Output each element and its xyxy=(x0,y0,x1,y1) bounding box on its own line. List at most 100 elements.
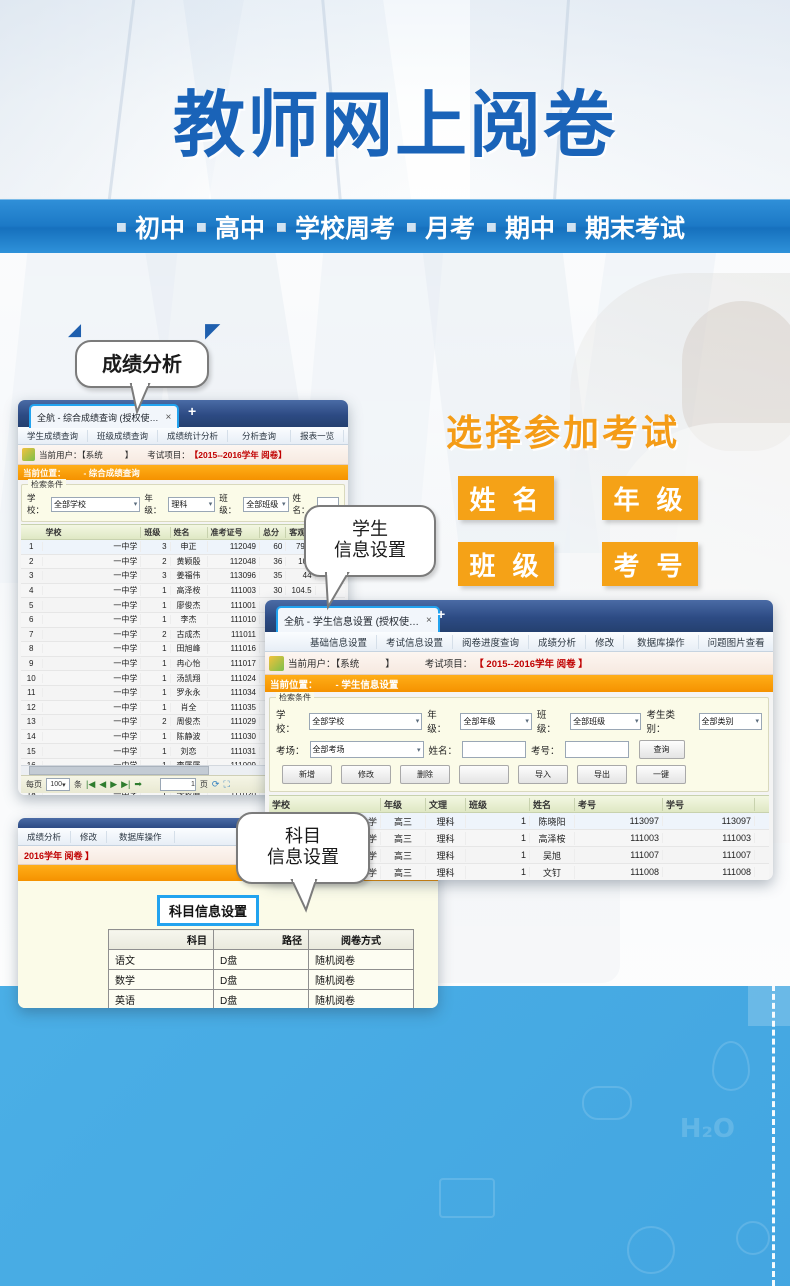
pager-perpage-select[interactable]: 100 ▾ xyxy=(46,778,70,791)
menu-item-modify[interactable]: 修改 xyxy=(586,634,625,649)
window1-menubar: 学生成绩查询 班级成绩查询 成绩统计分析 分析查询 报表一览 xyxy=(18,427,348,445)
window1-location-label: 当前位置： xyxy=(23,467,66,478)
table-cell: 1 xyxy=(466,867,530,877)
table-cell: 2 xyxy=(141,717,171,727)
close-icon[interactable]: × xyxy=(426,614,432,626)
nav-item-2[interactable]: 学校周考 xyxy=(265,209,395,245)
promo-chip-name[interactable]: 姓 名 xyxy=(458,476,554,520)
nav-item-4[interactable]: 期中 xyxy=(475,209,555,245)
new-tab-icon[interactable]: + xyxy=(437,606,446,622)
filter-select-examroom[interactable]: 全部考场 ▾ xyxy=(309,741,424,758)
filter-select-class[interactable]: 全部班级 ▾ xyxy=(570,712,642,730)
refresh-icon[interactable]: ⟳ xyxy=(211,779,220,789)
menu-item-class-score[interactable]: 班级成绩查询 xyxy=(88,429,159,442)
nav-item-label: 期中 xyxy=(505,214,556,243)
add-button[interactable]: 新增 xyxy=(282,765,332,784)
window2-filter-row-2: 考场： 全部考场 ▾ 姓名： 考号： 查询 xyxy=(276,740,762,759)
menu-item-exam-info[interactable]: 考试信息设置 xyxy=(377,634,454,649)
promo-chip-grade[interactable]: 年 级 xyxy=(602,476,698,520)
table-cell: 高泽桉 xyxy=(530,831,575,845)
nav-item-3[interactable]: 月考 xyxy=(395,209,475,245)
menu-item-modify[interactable]: 修改 xyxy=(71,830,108,843)
table-cell: 一中学 xyxy=(43,701,142,713)
promo-chip-class[interactable]: 班 级 xyxy=(458,542,554,586)
table-cell: 数学 xyxy=(108,969,214,990)
table-row[interactable]: 2一中学2黄颖殷11204836100 xyxy=(21,554,345,570)
table-cell: 高三 xyxy=(381,814,426,828)
table-row[interactable]: 数学 D盘 随机阅卷 xyxy=(108,969,414,990)
menu-item-score-stats[interactable]: 成绩统计分析 xyxy=(158,429,229,442)
table-cell: 一中学 xyxy=(43,541,142,553)
col-grade: 年级 xyxy=(381,797,426,811)
delete-button[interactable]: 删除 xyxy=(400,765,450,784)
menu-item-analysis-query[interactable]: 分析查询 xyxy=(228,429,292,442)
onekey-button[interactable]: 一键 xyxy=(636,765,686,784)
filter-select-school[interactable]: 全部学校 ▾ xyxy=(51,496,141,512)
filter-select-grade[interactable]: 理科 ▾ xyxy=(168,496,216,512)
table-cell: 7 xyxy=(21,629,43,639)
subject-table-header: 科目 路径 阅卷方式 xyxy=(108,929,414,950)
table-cell: 111029 xyxy=(208,717,260,727)
table-row[interactable]: 1一中学3申正1120496079.5 xyxy=(21,540,345,555)
table-cell: 10 xyxy=(21,673,43,683)
filter-input-examno[interactable] xyxy=(564,741,629,758)
table-row[interactable]: 英语 D盘 随机阅卷 xyxy=(108,989,414,1008)
menu-item-db-operation[interactable]: 数据库操作 xyxy=(624,634,699,649)
menu-item-student-score[interactable]: 学生成绩查询 xyxy=(18,429,89,442)
table-cell: 1 xyxy=(141,673,171,683)
table-cell: 姜福伟 xyxy=(171,570,208,582)
nav-item-5[interactable]: 期末考试 xyxy=(555,209,685,245)
filter-select-school[interactable]: 全部学校 ▾ xyxy=(309,712,423,730)
pager-go-button[interactable]: ➡ xyxy=(134,779,142,789)
nav-item-0[interactable]: 初中 xyxy=(105,209,185,245)
pager-page-input[interactable]: 1 xyxy=(159,778,196,791)
table-row[interactable]: 3 一中学 3 姜福伟 113096 35 44 xyxy=(21,569,345,584)
menu-item-db-operation[interactable]: 数据库操作 xyxy=(107,830,175,843)
filter-select-grade[interactable]: 全部年级 ▾ xyxy=(460,712,532,730)
menu-item-report-list[interactable]: 报表一览 xyxy=(291,429,345,442)
corner-block xyxy=(748,986,790,1026)
menu-item-score-analysis[interactable]: 成绩分析 xyxy=(529,634,587,649)
table-cell: 111007 xyxy=(575,850,663,860)
filter-input-name[interactable] xyxy=(462,741,527,758)
close-icon[interactable]: × xyxy=(165,411,172,423)
blank-button[interactable] xyxy=(459,765,509,784)
pager-first-button[interactable]: |◀ xyxy=(86,779,96,789)
edit-button[interactable]: 修改 xyxy=(341,765,391,784)
fullscreen-icon[interactable]: ⛶ xyxy=(223,779,230,789)
filter-select-class[interactable]: 全部班级 ▾ xyxy=(243,496,289,512)
subject-table: 科目 路径 阅卷方式 语文 D盘 随机阅卷 数学 D盘 随机阅卷 英语 D盘 随机阅卷 xyxy=(108,929,414,1008)
table-cell: 111031 xyxy=(208,746,260,756)
table-cell: 9 xyxy=(21,659,43,669)
menu-item-basic-info[interactable]: 基础信息设置 xyxy=(301,634,378,649)
pager-next-button[interactable]: ▶ xyxy=(110,779,118,789)
chevron-down-icon: ▾ xyxy=(417,746,421,754)
filter-label-class: 班级： xyxy=(536,710,556,735)
pager-page-value: 1 xyxy=(191,781,195,788)
window2-project-label: 考试项目： xyxy=(424,659,473,670)
pager-perpage-value: 100 xyxy=(50,781,63,788)
table-cell: 1 xyxy=(466,833,530,843)
filter-select-candidate-type[interactable]: 全部类别 ▾ xyxy=(698,712,762,730)
new-tab-icon[interactable]: + xyxy=(188,403,197,419)
window2-tab-label: 全航 - 学生信息设置 (授权使… xyxy=(284,616,419,628)
table-cell: 111008 xyxy=(663,867,755,877)
table-cell: 高三 xyxy=(381,831,426,845)
query-button[interactable]: 查询 xyxy=(638,740,685,759)
menu-item-problem-images[interactable]: 问题图片查看 xyxy=(707,637,765,649)
scrollbar-thumb[interactable] xyxy=(29,766,210,775)
callout-subject-info-line1: 科目 xyxy=(285,826,321,848)
table-cell: 语文 xyxy=(108,949,214,970)
pager-last-button[interactable]: ▶| xyxy=(121,779,131,789)
export-button[interactable]: 导出 xyxy=(577,765,627,784)
nav-item-1[interactable]: 高中 xyxy=(185,209,265,245)
pager-prev-button[interactable]: ◀ xyxy=(99,779,107,789)
table-cell: 1 xyxy=(141,644,171,654)
table-cell: 30 xyxy=(260,586,287,596)
table-row[interactable]: 语文 D盘 随机阅卷 xyxy=(108,949,414,970)
menu-item-marking-progress[interactable]: 阅卷进度查询 xyxy=(453,634,530,649)
table-row[interactable]: 4 一中学 1 高泽桉 111003 30 104.5 xyxy=(21,583,345,599)
menu-item-score-analysis[interactable]: 成绩分析 xyxy=(18,830,72,843)
import-button[interactable]: 导入 xyxy=(518,765,568,784)
promo-chip-examno[interactable]: 考 号 xyxy=(602,542,698,586)
